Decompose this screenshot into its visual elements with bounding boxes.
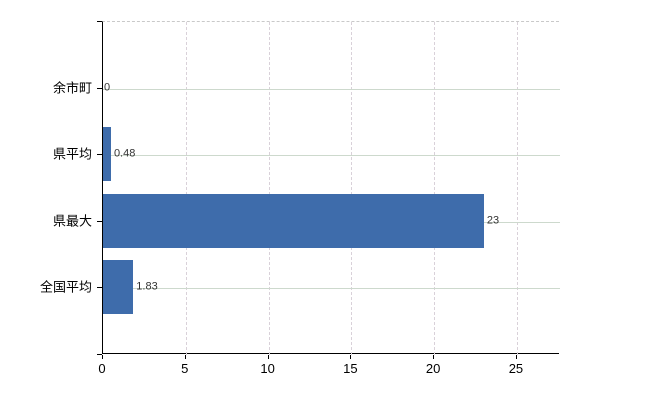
- bar-value-label: 0: [104, 81, 111, 94]
- y-axis-tick: [97, 220, 102, 222]
- bar-value-label: 1.83: [136, 280, 158, 293]
- x-axis-tick: [267, 355, 269, 359]
- bar-value-label: 0.48: [113, 147, 136, 160]
- x-tick-label: 20: [425, 361, 441, 376]
- y-axis-end-tick: [97, 21, 102, 22]
- category-label: 県平均: [52, 146, 92, 162]
- y-axis-tick: [97, 154, 102, 156]
- x-tick-label: 15: [343, 361, 358, 376]
- bar-value-label: 23: [486, 214, 500, 227]
- vertical-gridline: [434, 22, 436, 355]
- y-axis-tick: [97, 87, 102, 89]
- y-axis-end-tick: [97, 354, 102, 355]
- plot-area: [102, 21, 560, 355]
- x-axis-tick: [102, 355, 103, 359]
- category-label: 余市町: [52, 80, 92, 96]
- x-tick-label: 10: [260, 361, 275, 376]
- horizontal-gridline: [103, 288, 560, 290]
- bar: [103, 127, 111, 182]
- vertical-gridline: [516, 22, 518, 355]
- bar: [103, 193, 484, 248]
- vertical-gridline: [185, 22, 187, 355]
- horizontal-gridline: [103, 155, 560, 157]
- x-axis-tick: [433, 355, 435, 359]
- x-axis-tick: [515, 355, 517, 359]
- x-tick-label: 0: [98, 361, 106, 376]
- vertical-gridline: [351, 22, 353, 355]
- category-label: 全国平均: [39, 279, 92, 295]
- x-axis-tick: [350, 355, 352, 359]
- y-axis-tick: [97, 287, 102, 289]
- x-tick-label: 25: [508, 361, 524, 376]
- x-axis-tick: [184, 355, 186, 359]
- category-label: 県最大: [52, 213, 92, 229]
- bar: [103, 260, 134, 315]
- x-tick-label: 5: [181, 361, 189, 376]
- vertical-gridline: [268, 22, 270, 355]
- horizontal-gridline: [103, 88, 560, 90]
